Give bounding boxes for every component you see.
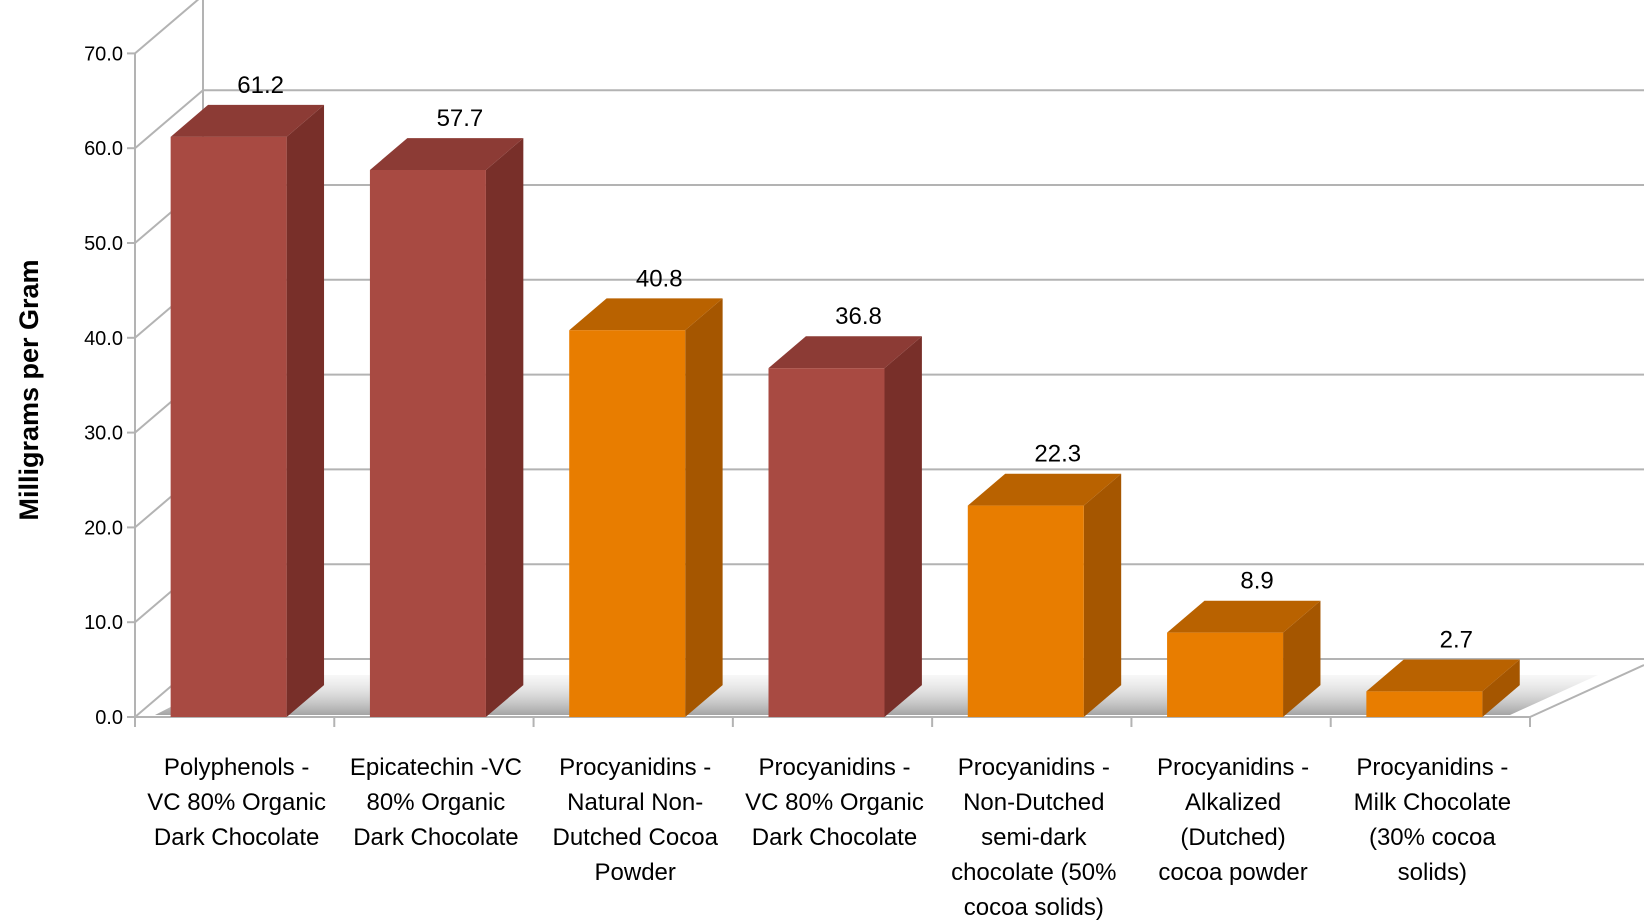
bar-side [1283,600,1321,717]
gridline-side [134,89,204,149]
category-label-line: Dutched Cocoa [552,824,718,851]
category-label: Polyphenols - VC 80% Organic Dark Chocolat… [147,754,326,851]
category-label-line: VC 80% Organic [745,789,924,816]
data-label: 8.9 [1240,568,1273,595]
data-label: 36.8 [835,303,882,330]
bar-front [768,368,885,717]
bar-front [569,330,686,717]
category-label-line: semi-dark [981,824,1087,851]
bar-front [1366,691,1483,717]
bar [1366,659,1520,717]
bar [569,298,723,717]
category-label-line: Dark Chocolate [353,824,518,851]
category-label-line: VC 80% Organic [147,789,326,816]
category-label-line: chocolate (50% [951,859,1116,886]
bar [768,336,922,717]
category-label-line: 80% Organic [367,789,506,816]
data-label: 61.2 [237,72,284,99]
category-label-line: cocoa solids) [964,894,1104,921]
bar-front [369,170,486,717]
bar-side [286,104,325,717]
bar-top [170,104,325,137]
category-label-line: cocoa powder [1158,859,1307,886]
category-label: Procyanidins - Natural Non- Dutched Cocoa P… [552,754,718,886]
bar-top [1366,659,1520,692]
y-tick-label: 40.0 [84,328,123,350]
bar-top [768,336,922,369]
bar-top [369,138,524,171]
category-label-line: (30% cocoa [1369,824,1496,851]
bars [170,104,1520,718]
bar-front [967,505,1084,717]
bar-front [1167,632,1284,717]
category-label-line: Dark Chocolate [154,824,319,851]
bar-top [569,298,723,331]
y-tick-label: 10.0 [84,612,123,634]
y-tick-label: 20.0 [84,517,123,539]
bar [369,138,524,717]
data-label: 57.7 [437,105,484,132]
category-label-line: Polyphenols - [164,754,309,781]
bar-side [485,138,524,717]
bar [170,104,325,718]
category-label-line: solids) [1398,859,1467,886]
bar [967,473,1122,717]
y-tick-label: 0.0 [95,707,123,729]
category-label-line: Procyanidins - [958,754,1110,781]
category-label-line: (Dutched) [1180,824,1285,851]
category-label-line: Procyanidins - [1157,754,1309,781]
category-label-line: Dark Chocolate [752,824,917,851]
bar-side [884,336,922,717]
category-label-line: Procyanidins - [758,754,910,781]
y-tick-label: 50.0 [84,233,123,255]
bar-front [170,136,287,718]
category-label-line: Powder [595,859,676,886]
y-axis-title: Milligrams per Gram [14,259,44,520]
y-tick-label: 60.0 [84,138,123,160]
gridline-side [134,0,200,55]
y-tick-label: 30.0 [84,423,123,445]
bar-top [1167,600,1321,633]
category-label-line: Epicatechin -VC [350,754,522,781]
data-label: 40.8 [636,265,683,292]
category-label-line: Milk Chocolate [1354,789,1511,816]
data-label: 22.3 [1034,441,1081,468]
category-label: Procyanidins - Alkalized (Dutched) cocoa po… [1157,754,1309,886]
category-label: Procyanidins - VC 80% Organic Dark Chocola… [745,754,924,851]
category-label: Epicatechin -VC 80% Organic Dark Chocolate [350,754,522,851]
category-label-line: Natural Non- [567,789,703,816]
y-axis-ticks: 0.0 10.0 20.0 30.0 40.0 50.0 60.0 70.0 [84,43,123,729]
category-label-line: Procyanidins - [559,754,711,781]
bar-top [967,473,1122,506]
category-label-line: Non-Dutched [963,789,1104,816]
data-label: 2.7 [1440,627,1473,654]
bar-side [1083,473,1122,717]
category-label-line: Procyanidins - [1356,754,1508,781]
category-label: Procyanidins - Milk Chocolate (30% cocoa so… [1354,754,1511,886]
floor-right-edge [1529,664,1644,718]
bar [1167,600,1321,717]
category-labels: Polyphenols - VC 80% Organic Dark Chocolat… [147,754,1511,921]
y-tick-label: 70.0 [84,43,123,65]
bar-side [685,298,723,717]
bar-side [1482,659,1520,717]
data-labels: 61.2 57.7 40.8 36.8 22.3 8.9 2.7 [237,72,1473,654]
category-label: Procyanidins - Non-Dutched semi-dark chocol… [951,754,1116,921]
category-label-line: Alkalized [1185,789,1281,816]
